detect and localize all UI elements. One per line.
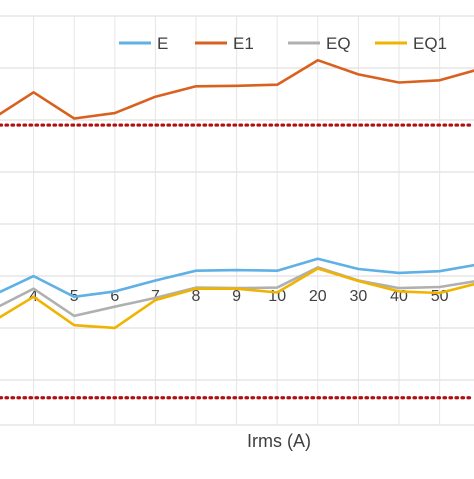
series-line-eq1 bbox=[0, 267, 474, 330]
reference-lines bbox=[0, 123, 474, 400]
x-tick-label: 6 bbox=[110, 288, 119, 305]
x-tick-label: 7 bbox=[151, 288, 160, 305]
legend-label-e1: E1 bbox=[233, 34, 254, 53]
x-tick-label: 30 bbox=[350, 288, 368, 305]
x-tick-label: 20 bbox=[309, 288, 327, 305]
series-lines bbox=[0, 58, 474, 330]
x-tick-label: 9 bbox=[232, 288, 241, 305]
x-tick-label: 10 bbox=[268, 288, 286, 305]
series-line-e1 bbox=[0, 58, 474, 120]
series-line-e bbox=[0, 257, 474, 299]
legend-label-eq1: EQ1 bbox=[413, 34, 447, 53]
legend-label-eq: EQ bbox=[326, 34, 351, 53]
legend: E E1 EQ EQ1 bbox=[119, 34, 447, 53]
legend-label-e: E bbox=[157, 34, 168, 53]
x-axis-title: Irms (A) bbox=[247, 431, 311, 451]
grid bbox=[0, 15, 474, 426]
x-tick-label: 8 bbox=[192, 288, 201, 305]
